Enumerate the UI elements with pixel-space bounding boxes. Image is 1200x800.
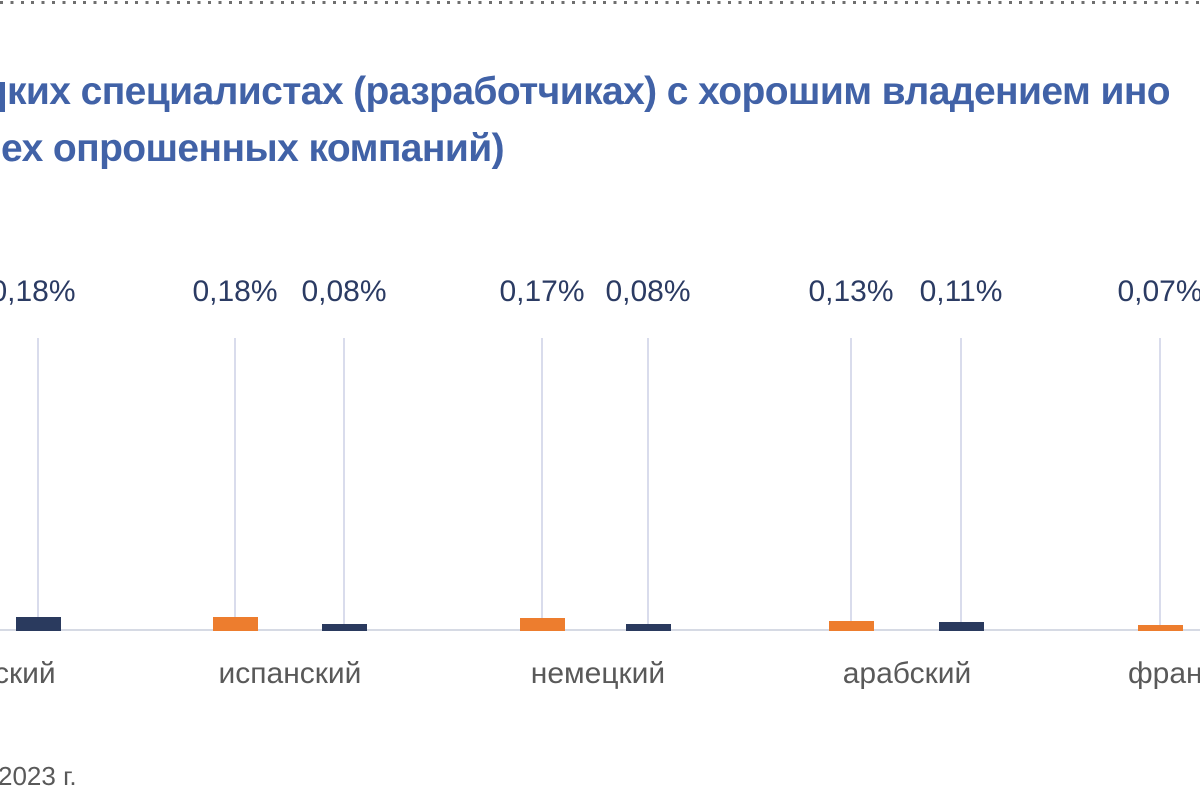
value-leader-line xyxy=(850,338,852,621)
value-leader-line xyxy=(1159,338,1161,625)
chart-title-line-2: ех опрошенных компаний) xyxy=(1,127,505,170)
bar-orange xyxy=(519,618,565,631)
value-label: 0,17% xyxy=(499,275,585,308)
value-label: 0,11% xyxy=(919,275,1003,308)
category-label: франц xyxy=(1128,657,1200,690)
bar-navy xyxy=(15,617,61,631)
value-leader-line xyxy=(234,338,236,617)
category-label: испанский xyxy=(218,657,362,690)
source-year-note: 2023 г. xyxy=(0,761,77,791)
value-leader-line xyxy=(541,338,543,618)
value-label: 0,08% xyxy=(605,275,691,308)
value-label: 0,13% xyxy=(808,275,894,308)
bar-orange xyxy=(1137,625,1183,631)
bar-navy xyxy=(938,622,984,631)
category-label: немецкий xyxy=(530,657,666,690)
dotted-top-border xyxy=(0,1,1200,4)
bar-orange xyxy=(828,621,874,631)
value-leader-line xyxy=(647,338,649,624)
value-leader-line xyxy=(343,338,345,624)
x-axis-baseline xyxy=(0,629,1200,631)
category-label: ский xyxy=(0,657,56,690)
bar-navy xyxy=(321,624,367,631)
chart-title-line-1: ких специалистах (разработчиках) с хорош… xyxy=(7,70,1171,113)
value-label: 0,07% xyxy=(1117,275,1200,308)
value-leader-line xyxy=(960,338,962,622)
value-label: 0,18% xyxy=(192,275,278,308)
title-cropped-letter-fragment xyxy=(0,82,5,112)
category-label: арабский xyxy=(842,657,972,690)
value-label: 0,18% xyxy=(0,275,76,308)
bar-orange xyxy=(212,617,258,631)
bar-navy xyxy=(625,624,671,631)
value-label: 0,08% xyxy=(301,275,387,308)
value-leader-line xyxy=(37,338,39,617)
